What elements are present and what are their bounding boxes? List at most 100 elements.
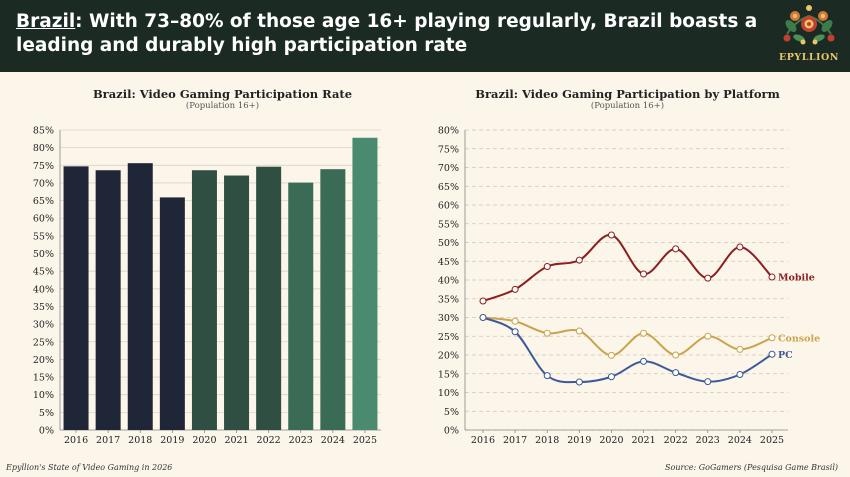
y-tick-label: 75% bbox=[33, 161, 54, 172]
footer-publication: Epyllion's State of Video Gaming in 2026 bbox=[6, 463, 173, 472]
x-tick-label: 2024 bbox=[321, 435, 345, 446]
x-tick-label: 2025 bbox=[760, 435, 784, 446]
y-tick-label: 30% bbox=[438, 313, 459, 324]
point-pc-2016 bbox=[479, 314, 487, 321]
x-tick-label: 2016 bbox=[64, 435, 88, 446]
point-console-2024 bbox=[736, 345, 744, 353]
series-label-pc: PC bbox=[778, 350, 793, 361]
point-mobile-2017 bbox=[511, 285, 519, 293]
brand-name: EPYLLION bbox=[779, 52, 839, 63]
y-tick-label: 50% bbox=[33, 249, 54, 260]
bar-2016 bbox=[63, 166, 89, 430]
footer-source: Source: GoGamers (Pesquisa Game Brasil) bbox=[665, 463, 838, 472]
y-tick-label: 70% bbox=[33, 178, 54, 189]
point-mobile-2024 bbox=[736, 243, 744, 251]
point-console-2022 bbox=[672, 351, 680, 359]
bar-2020 bbox=[191, 170, 217, 430]
x-tick-label: 2019 bbox=[160, 435, 184, 446]
bar-2018 bbox=[127, 163, 153, 431]
y-tick-label: 85% bbox=[33, 126, 54, 137]
point-console-2018 bbox=[543, 329, 551, 337]
point-console-2025 bbox=[768, 334, 776, 342]
y-tick-label: 45% bbox=[33, 267, 54, 278]
y-tick-label: 25% bbox=[33, 337, 54, 348]
y-tick-label: 40% bbox=[438, 276, 459, 287]
y-tick-label: 75% bbox=[438, 144, 459, 155]
point-mobile-2023 bbox=[704, 274, 712, 282]
y-tick-label: 10% bbox=[33, 390, 54, 401]
y-tick-label: 25% bbox=[438, 332, 459, 343]
y-tick-label: 55% bbox=[33, 231, 54, 242]
x-tick-label: 2016 bbox=[471, 435, 495, 446]
y-tick-label: 40% bbox=[33, 284, 54, 295]
point-console-2020 bbox=[607, 351, 615, 359]
y-tick-label: 80% bbox=[33, 143, 54, 154]
x-tick-label: 2017 bbox=[96, 435, 120, 446]
point-mobile-2021 bbox=[640, 270, 648, 278]
series-label-mobile: Mobile bbox=[778, 273, 815, 284]
x-tick-label: 2018 bbox=[128, 435, 152, 446]
floral-ornament-icon bbox=[783, 5, 835, 45]
y-tick-label: 10% bbox=[438, 388, 459, 399]
y-tick-label: 50% bbox=[438, 238, 459, 249]
brand-logo: EPYLLION bbox=[776, 4, 842, 66]
bar-2024 bbox=[320, 169, 346, 431]
title-country: Brazil bbox=[16, 11, 76, 32]
point-console-2023 bbox=[704, 332, 712, 340]
x-tick-label: 2022 bbox=[257, 435, 281, 446]
y-tick-label: 55% bbox=[438, 219, 459, 230]
header-bar: Brazil: With 73–80% of those age 16+ pla… bbox=[0, 0, 850, 72]
series-label-console: Console bbox=[778, 333, 820, 344]
x-tick-label: 2023 bbox=[696, 435, 720, 446]
x-tick-label: 2021 bbox=[224, 435, 248, 446]
x-tick-label: 2018 bbox=[535, 435, 559, 446]
y-tick-label: 70% bbox=[438, 163, 459, 174]
y-tick-label: 30% bbox=[33, 320, 54, 331]
point-mobile-2016 bbox=[479, 297, 487, 305]
y-tick-label: 60% bbox=[33, 214, 54, 225]
point-mobile-2019 bbox=[575, 256, 583, 264]
point-pc-2018 bbox=[543, 372, 551, 380]
y-tick-label: 45% bbox=[438, 257, 459, 268]
y-tick-label: 35% bbox=[33, 302, 54, 313]
bar-2019 bbox=[159, 197, 185, 430]
bar-2025 bbox=[352, 137, 378, 430]
y-tick-label: 5% bbox=[444, 407, 459, 418]
bar-2023 bbox=[288, 182, 314, 430]
x-tick-label: 2017 bbox=[503, 435, 527, 446]
line-chart-subtitle: (Population 16+) bbox=[590, 101, 665, 111]
x-tick-label: 2020 bbox=[192, 435, 216, 446]
point-mobile-2022 bbox=[672, 245, 680, 253]
y-tick-label: 5% bbox=[39, 408, 54, 419]
point-console-2021 bbox=[640, 329, 648, 337]
bar-chart-subtitle: (Population 16+) bbox=[185, 101, 260, 111]
point-pc-2019 bbox=[575, 378, 583, 386]
x-tick-label: 2024 bbox=[728, 435, 752, 446]
x-tick-label: 2023 bbox=[289, 435, 313, 446]
y-tick-label: 0% bbox=[39, 426, 54, 437]
point-pc-2021 bbox=[640, 357, 648, 365]
x-tick-label: 2020 bbox=[599, 435, 623, 446]
bar-chart: 0% 5% 10% 15% 20% 25% 30% 35% 40% 45% 50% 55% 60% 65%… bbox=[33, 126, 381, 446]
y-tick-label: 20% bbox=[438, 351, 459, 362]
series-line-console bbox=[482, 316, 773, 357]
x-tick-label: 2019 bbox=[567, 435, 591, 446]
bar-2022 bbox=[256, 166, 282, 431]
y-tick-label: 20% bbox=[33, 355, 54, 366]
point-mobile-2018 bbox=[543, 263, 551, 270]
line-chart-title: Brazil: Video Gaming Participation by Pl… bbox=[475, 87, 780, 101]
point-mobile-2020 bbox=[607, 231, 615, 239]
point-pc-2022 bbox=[672, 369, 680, 377]
series-line-pc bbox=[482, 316, 773, 384]
x-tick-label: 2022 bbox=[664, 435, 688, 446]
line-chart: 0% 5% 10% 15% 20% 25% 30% 35% 40% 45% 50% 55% 60% 65%… bbox=[438, 126, 820, 447]
y-tick-label: 35% bbox=[438, 294, 459, 305]
point-pc-2020 bbox=[607, 373, 615, 381]
bar-2021 bbox=[224, 175, 250, 430]
y-tick-label: 15% bbox=[438, 369, 459, 380]
point-pc-2017 bbox=[511, 328, 519, 336]
point-pc-2024 bbox=[736, 371, 744, 378]
y-tick-label: 0% bbox=[444, 426, 459, 437]
x-tick-label: 2021 bbox=[631, 435, 655, 446]
title-text: : With 73–80% of those age 16+ playing r… bbox=[16, 11, 758, 56]
